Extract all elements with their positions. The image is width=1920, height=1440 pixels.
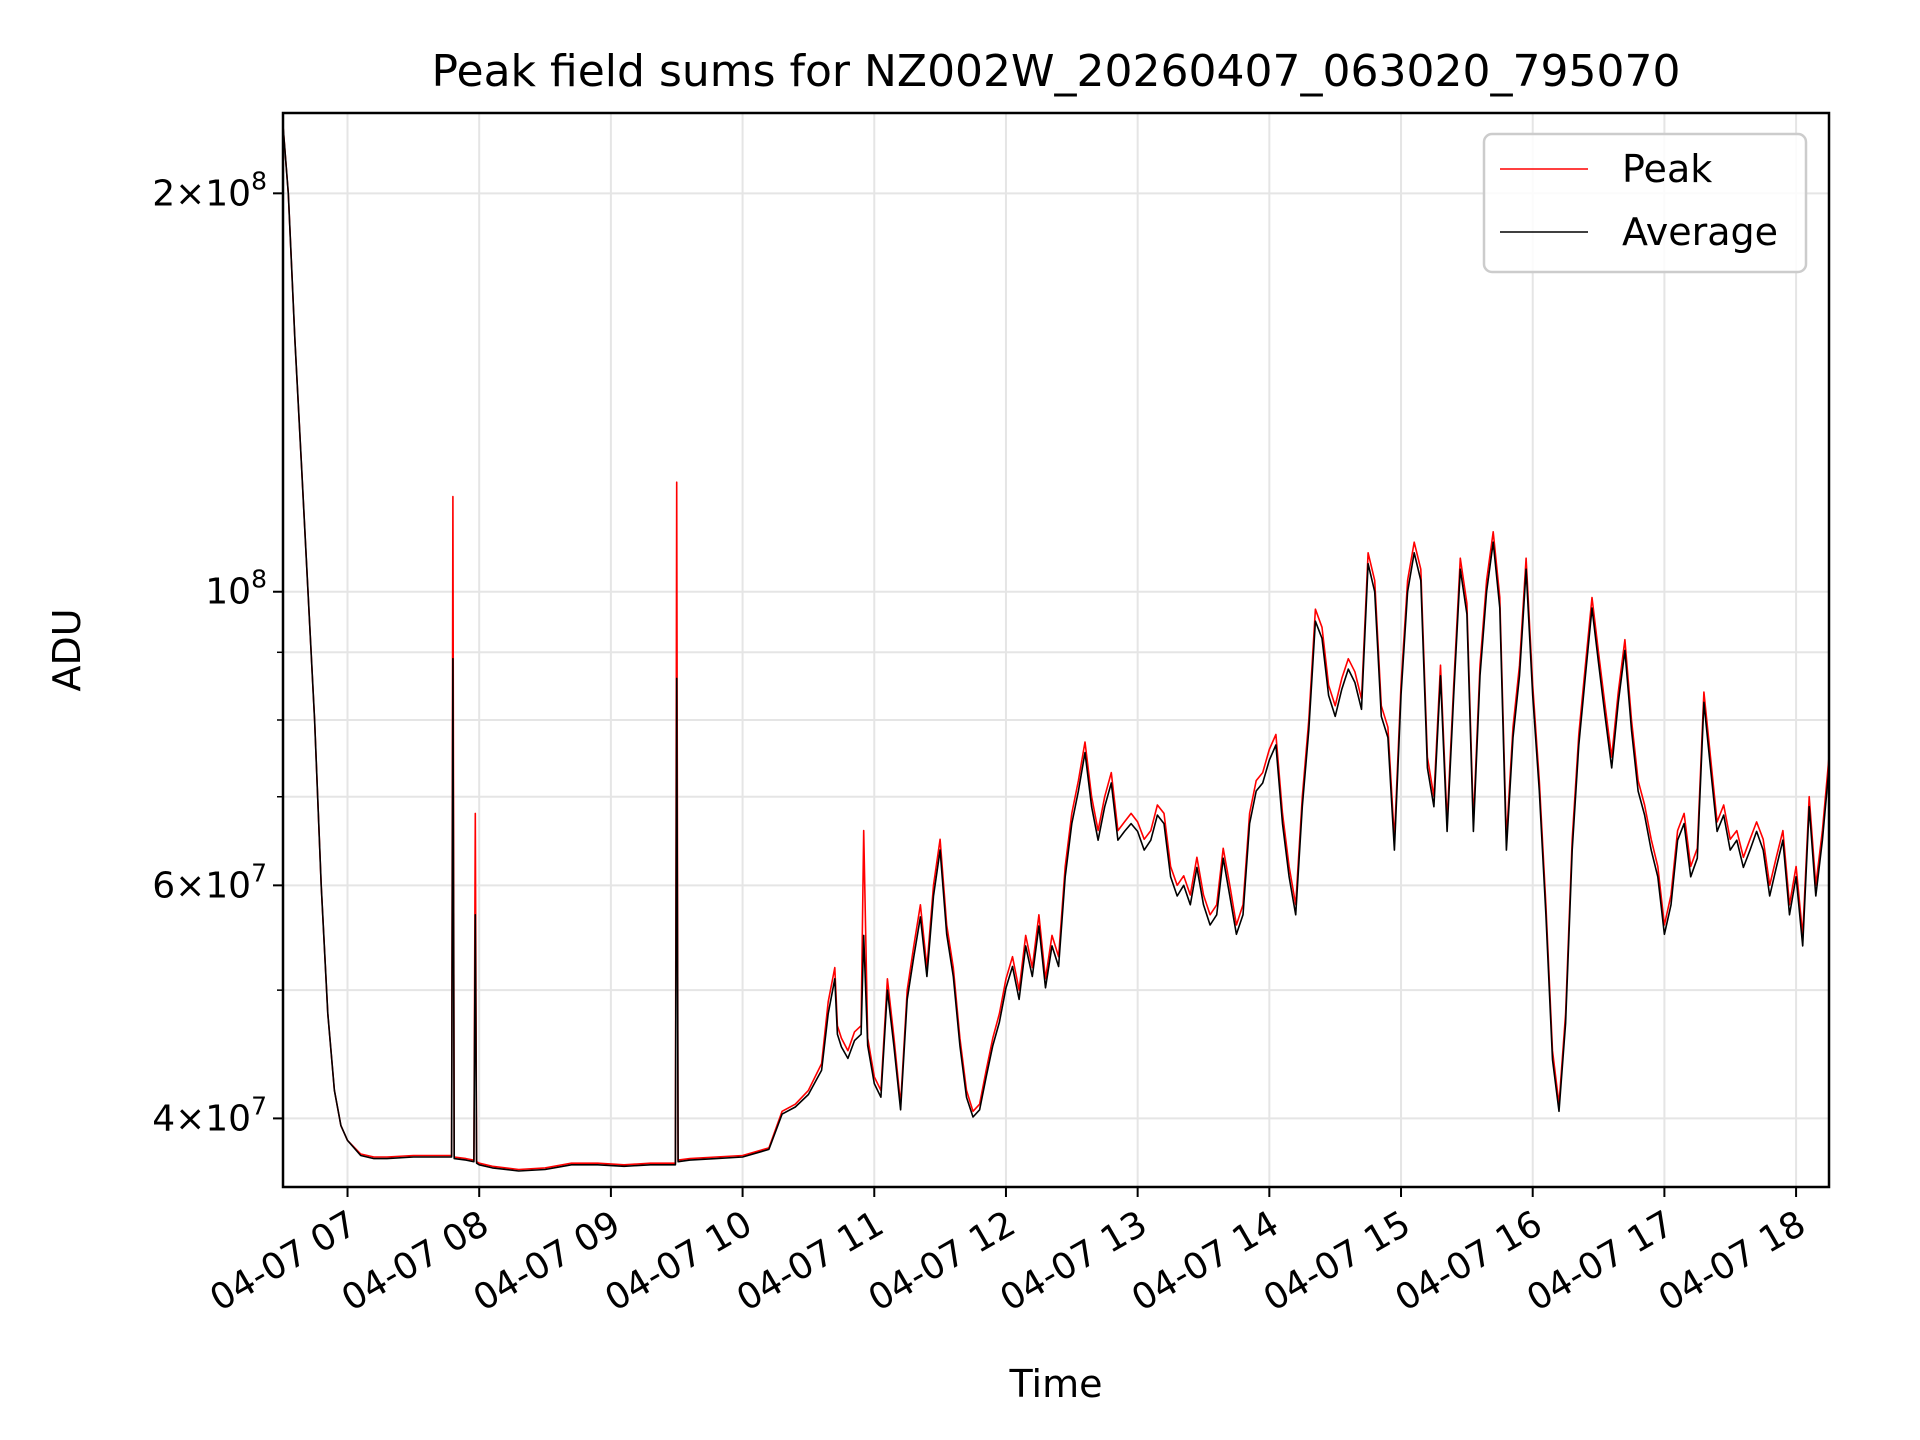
y-axis-label: ADU [45,608,89,691]
y-tick-label: 4×107 [152,1091,267,1139]
x-tick-label: 04-07 17 [1520,1203,1681,1319]
series-average-line [282,125,1830,1172]
chart-title: Peak field sums for NZ002W_20260407_0630… [432,46,1681,97]
y-tick-label: 6×107 [152,858,267,906]
x-tick-label: 04-07 13 [993,1203,1154,1319]
x-tick-label: 04-07 18 [1652,1203,1813,1319]
x-tick-label: 04-07 09 [467,1203,628,1319]
grid-layer [283,113,1829,1187]
x-tick-label: 04-07 07 [203,1203,364,1319]
y-tick-label: 108 [205,565,267,613]
legend: Peak Average [1482,132,1808,274]
x-tick-label: 04-07 08 [335,1203,496,1319]
y-tick-label: 2×108 [152,166,267,214]
legend-average-label: Average [1622,210,1778,254]
x-tick-label: 04-07 12 [862,1203,1023,1319]
x-tick-label: 04-07 16 [1389,1203,1550,1319]
plot-frame [281,111,1831,1189]
x-tick-label: 04-07 11 [730,1203,891,1319]
legend-peak-label: Peak [1622,147,1712,191]
x-tick-label: 04-07 15 [1257,1203,1418,1319]
x-tick-label: 04-07 14 [1125,1203,1286,1319]
x-axis-label: Time [1009,1362,1103,1406]
series-layer [282,125,1830,1172]
x-tick-label: 04-07 10 [598,1203,759,1319]
